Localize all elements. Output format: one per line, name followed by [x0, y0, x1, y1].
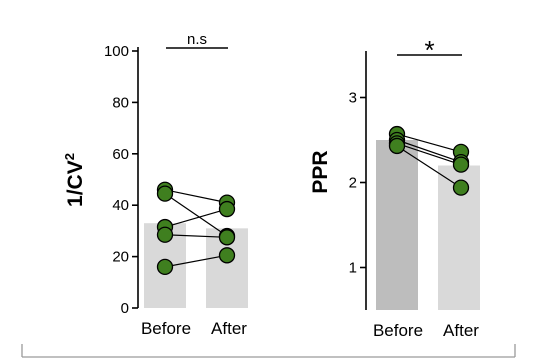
- pair-line: [164, 193, 228, 237]
- y-tick-label: 2: [349, 175, 357, 192]
- point-after: [218, 229, 236, 246]
- chart-cv: 0 20 40 60 80 100 1/CV2 Before After n.s: [62, 31, 248, 338]
- point-after: [452, 179, 470, 196]
- y-tick-label: 1: [349, 260, 357, 277]
- bar-before: [376, 140, 418, 310]
- y-tick-label: 20: [112, 249, 129, 266]
- point-before: [156, 185, 174, 202]
- point-before: [156, 258, 174, 276]
- x-tick-label: After: [443, 321, 479, 340]
- significance-label: *: [424, 35, 434, 65]
- pair-line: [164, 208, 228, 228]
- pair-line: [396, 133, 462, 153]
- y-tick-label: 0: [121, 300, 129, 317]
- y-tick-label: 60: [112, 146, 129, 163]
- group-bracket: [21, 344, 516, 358]
- y-tick-label: 3: [349, 90, 357, 107]
- x-tick-label: Before: [373, 321, 423, 340]
- pair-line: [396, 145, 462, 189]
- pair-line: [164, 234, 228, 238]
- y-axis-title: 1/CV2: [62, 153, 87, 207]
- pair-line: [164, 254, 228, 268]
- point-before: [388, 137, 406, 155]
- point-before: [156, 226, 174, 243]
- y-axis-title-base: 1/CV: [64, 160, 87, 207]
- x-tick-label: Before: [141, 319, 191, 338]
- y-axis-title-superscript: 2: [62, 153, 77, 160]
- significance-label: n.s: [187, 31, 207, 48]
- y-tick-label: 80: [112, 94, 129, 111]
- y-axis-title: PPR: [309, 150, 332, 193]
- pair-line: [396, 142, 462, 166]
- pair-line: [164, 189, 228, 204]
- chart-ppr: 1 2 3 PPR Before After *: [309, 35, 480, 340]
- y-tick-label: 100: [104, 43, 129, 60]
- y-tick-label: 40: [112, 197, 129, 214]
- point-after: [218, 200, 236, 218]
- x-tick-label: After: [211, 319, 247, 338]
- pair-line: [396, 139, 462, 163]
- point-after: [452, 156, 470, 173]
- point-after: [218, 247, 236, 264]
